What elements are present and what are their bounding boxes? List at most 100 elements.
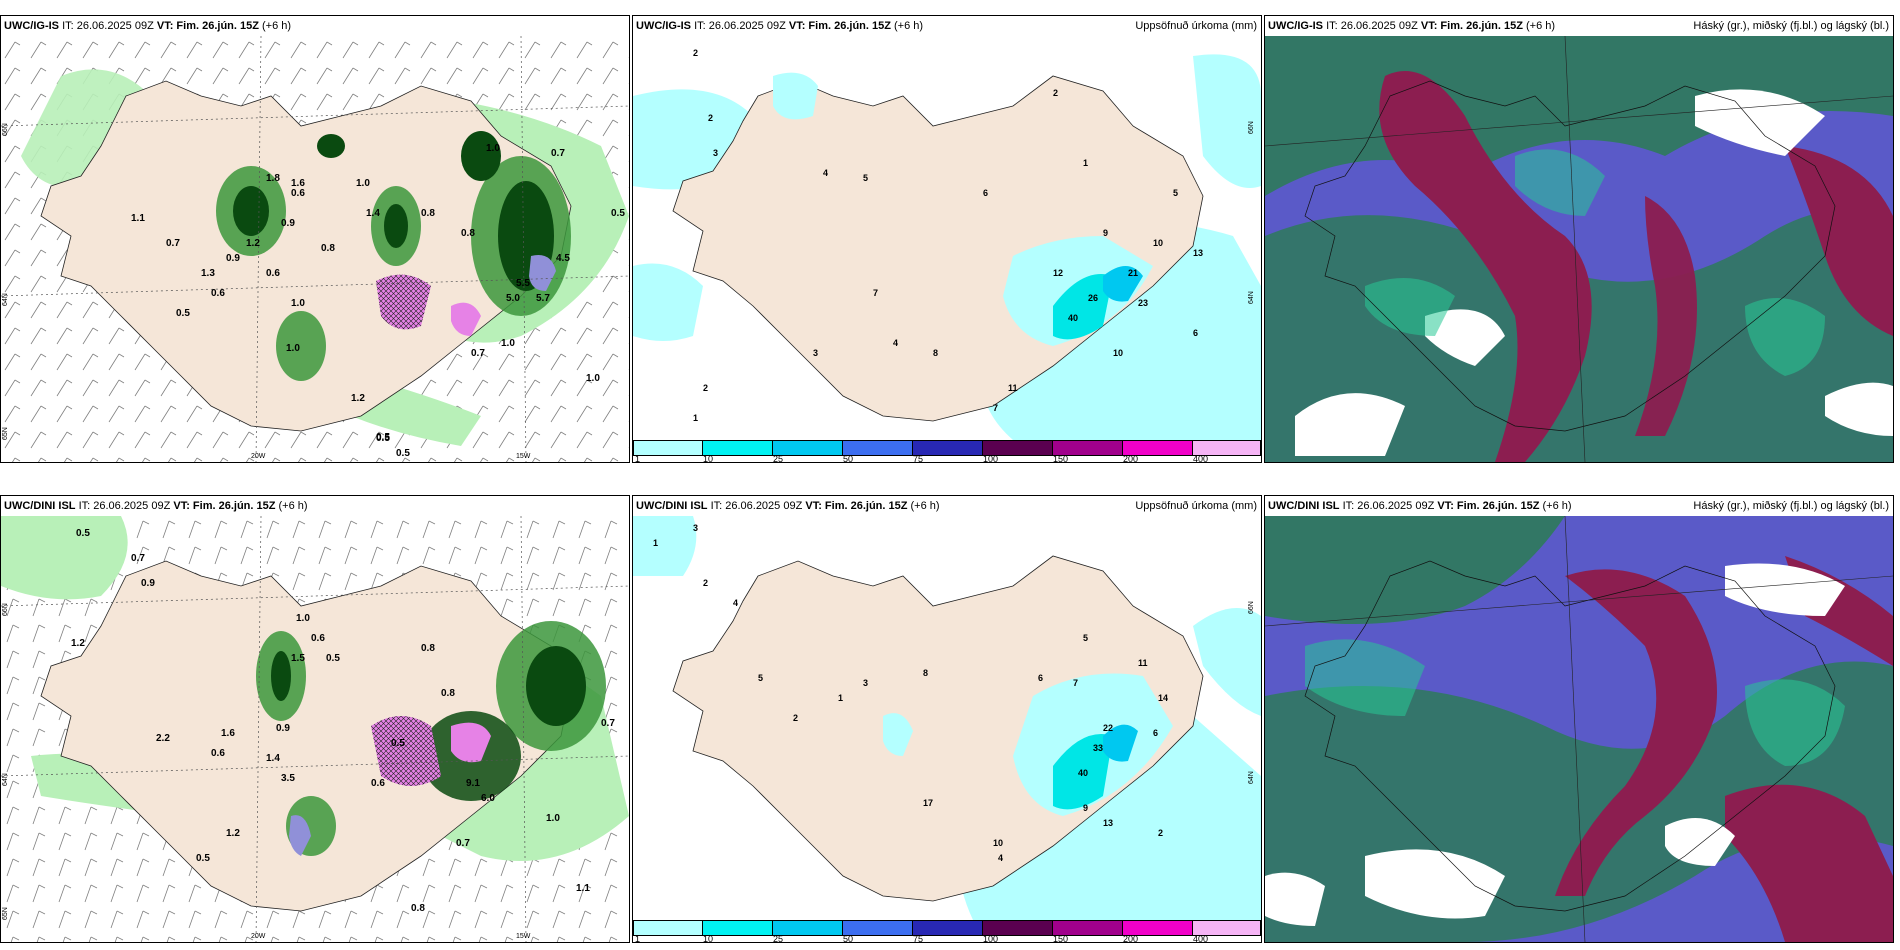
svg-text:3: 3 (713, 148, 718, 158)
svg-text:5.0: 5.0 (506, 293, 520, 304)
svg-text:65N: 65N (2, 427, 9, 440)
panel-ig-is-wind-precip: UWC/IG-IS IT: 26.06.2025 09Z VT: Fim. 26… (0, 15, 630, 463)
svg-text:64N: 64N (1248, 771, 1255, 784)
svg-text:10: 10 (993, 838, 1003, 848)
svg-text:0.7: 0.7 (601, 718, 615, 729)
svg-text:15W: 15W (516, 933, 531, 940)
clouds-map (1265, 36, 1893, 462)
svg-text:1.0: 1.0 (501, 338, 515, 349)
svg-text:26: 26 (1088, 293, 1098, 303)
svg-text:7: 7 (993, 403, 998, 413)
svg-text:1.4: 1.4 (266, 753, 280, 764)
colorbar-cell (633, 440, 703, 456)
colorbar-tick: 10 (703, 454, 714, 463)
svg-text:0.5: 0.5 (376, 432, 390, 443)
svg-text:66N: 66N (1248, 601, 1255, 614)
map-area[interactable]: 0.5 0.7 0.9 1.0 0.6 0.5 1.2 0.8 0.6 0.7 1.4 3.5 … (1, 516, 629, 942)
iceland-land (40, 80, 572, 432)
wind-precip-map: 0.50.70.9 1.00.60.5 1.2 0.80.6 0.71.43.5 … (1, 516, 629, 942)
svg-text:5.5: 5.5 (516, 278, 530, 289)
svg-text:0.5: 0.5 (376, 433, 390, 444)
svg-text:2: 2 (1158, 828, 1163, 838)
colorbar-tick: 150 (1053, 934, 1069, 943)
colorbar-cell (1053, 440, 1123, 456)
svg-text:10: 10 (1113, 348, 1123, 358)
svg-text:0.8: 0.8 (421, 643, 435, 654)
colorbar-tick: 75 (913, 934, 924, 943)
svg-text:11: 11 (1008, 383, 1018, 393)
svg-text:5: 5 (1083, 633, 1088, 643)
colorbar-cell (1123, 920, 1193, 936)
svg-text:0.8: 0.8 (411, 903, 425, 914)
iceland-land (40, 560, 572, 912)
svg-text:65N: 65N (2, 907, 9, 920)
precip-value-labels: 0.71.10.5 1.00.60.8 0.50.91.2 0.61.01.4 … (131, 143, 625, 459)
svg-text:0.9: 0.9 (276, 723, 290, 734)
svg-text:7: 7 (1073, 678, 1078, 688)
map-area[interactable] (1265, 516, 1893, 942)
svg-text:9: 9 (1083, 803, 1088, 813)
svg-text:1.1: 1.1 (131, 213, 145, 224)
svg-text:12: 12 (1053, 268, 1063, 278)
panel-ig-is-precip-accum: UWC/IG-IS IT: 26.06.2025 09Z VT: Fim. 26… (632, 15, 1262, 463)
precip-value-labels: 0.50.70.9 1.00.60.5 1.2 0.80.6 0.71.43.5 … (71, 528, 615, 914)
map-area[interactable]: 0.7 1.1 0.5 1.0 0.6 0.8 0.5 0.9 1.2 0.6 1.0 1.4 … (1, 36, 629, 462)
colorbar-tick: 100 (983, 934, 999, 943)
svg-text:6: 6 (1038, 673, 1043, 683)
svg-text:22: 22 (1103, 723, 1113, 733)
svg-text:1.2: 1.2 (226, 828, 240, 839)
svg-text:0.5: 0.5 (396, 448, 410, 459)
svg-text:0.7: 0.7 (471, 348, 485, 359)
svg-text:33: 33 (1093, 743, 1103, 753)
precip-colorbar: 1 10 25 50 75 100 150 200 400 (633, 440, 1261, 462)
svg-text:1.8: 1.8 (266, 173, 280, 184)
panel-dini-wind-precip: UWC/DINI ISL IT: 26.06.2025 09Z VT: Fim.… (0, 495, 630, 943)
svg-text:7: 7 (873, 288, 878, 298)
svg-text:0.5: 0.5 (326, 653, 340, 664)
svg-text:0.5: 0.5 (611, 208, 625, 219)
svg-text:4: 4 (893, 338, 898, 348)
svg-text:0.7: 0.7 (456, 838, 470, 849)
map-area[interactable] (1265, 36, 1893, 462)
svg-text:13: 13 (1193, 248, 1203, 258)
svg-text:40: 40 (1068, 313, 1078, 323)
svg-text:3: 3 (863, 678, 868, 688)
svg-text:1: 1 (838, 693, 843, 703)
svg-text:1.0: 1.0 (286, 343, 300, 354)
colorbar-tick: 50 (843, 454, 854, 463)
svg-text:0.7: 0.7 (551, 148, 565, 159)
svg-text:6: 6 (983, 188, 988, 198)
svg-text:0.9: 0.9 (281, 218, 295, 229)
svg-text:3: 3 (813, 348, 818, 358)
svg-text:13: 13 (1103, 818, 1113, 828)
panel-subtitle: Háský (gr.), miðský (fj.bl.) og lágský (… (1693, 500, 1889, 512)
colorbar-cell (983, 440, 1053, 456)
panel-subtitle: Háský (gr.), miðský (fj.bl.) og lágský (… (1693, 20, 1889, 32)
colorbar-cell (773, 920, 843, 936)
svg-text:0.5: 0.5 (196, 853, 210, 864)
svg-text:23: 23 (1138, 298, 1148, 308)
svg-text:1.4: 1.4 (366, 208, 380, 219)
svg-text:6: 6 (1193, 328, 1198, 338)
colorbar-tick: 10 (703, 934, 714, 943)
colorbar-cell (913, 440, 983, 456)
colorbar-tick: 50 (843, 934, 854, 943)
svg-text:1.1: 1.1 (576, 883, 590, 894)
svg-text:1.0: 1.0 (296, 613, 310, 624)
svg-text:1.5: 1.5 (291, 653, 305, 664)
svg-text:15W: 15W (516, 453, 531, 460)
svg-text:1.3: 1.3 (201, 268, 215, 279)
colorbar-tick: 25 (773, 934, 784, 943)
svg-text:1.0: 1.0 (586, 373, 600, 384)
svg-text:0.5: 0.5 (76, 528, 90, 539)
colorbar-tick: 1 (635, 454, 641, 463)
svg-text:2: 2 (793, 713, 798, 723)
precip-colorbar: 1 10 25 50 75 100 150 200 400 (633, 920, 1261, 942)
svg-text:0.6: 0.6 (211, 748, 225, 759)
svg-text:20W: 20W (251, 933, 266, 940)
